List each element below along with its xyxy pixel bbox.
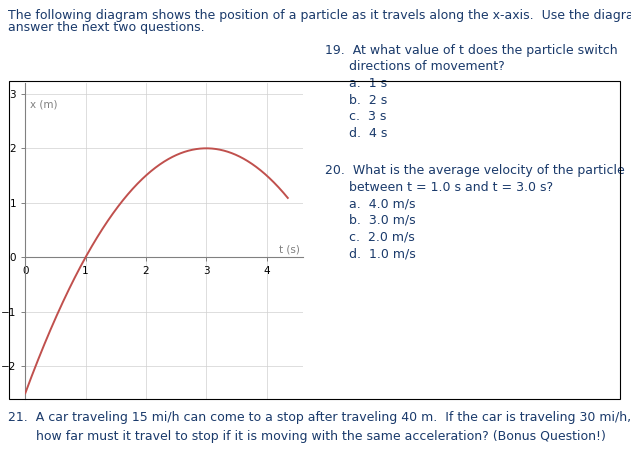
Text: x (m): x (m) <box>30 99 57 109</box>
Text: b.  3.0 m/s: b. 3.0 m/s <box>325 214 416 227</box>
Text: directions of movement?: directions of movement? <box>325 60 505 73</box>
Text: 19.  At what value of t does the particle switch: 19. At what value of t does the particle… <box>325 44 618 57</box>
Text: The following diagram shows the position of a particle as it travels along the x: The following diagram shows the position… <box>8 9 631 22</box>
Text: b.  2 s: b. 2 s <box>325 94 387 106</box>
Text: between t = 1.0 s and t = 3.0 s?: between t = 1.0 s and t = 3.0 s? <box>325 181 553 194</box>
Text: answer the next two questions.: answer the next two questions. <box>8 21 204 34</box>
Text: a.  1 s: a. 1 s <box>325 77 387 90</box>
Text: 21.  A car traveling 15 mi/h can come to a stop after traveling 40 m.  If the ca: 21. A car traveling 15 mi/h can come to … <box>8 411 631 424</box>
Text: a.  4.0 m/s: a. 4.0 m/s <box>325 197 415 210</box>
Text: t (s): t (s) <box>279 244 300 254</box>
Text: how far must it travel to stop if it is moving with the same acceleration? (Bonu: how far must it travel to stop if it is … <box>8 430 606 443</box>
Text: c.  3 s: c. 3 s <box>325 110 386 123</box>
Text: c.  2.0 m/s: c. 2.0 m/s <box>325 230 415 243</box>
Text: 20.  What is the average velocity of the particle: 20. What is the average velocity of the … <box>325 164 625 177</box>
Text: d.  1.0 m/s: d. 1.0 m/s <box>325 247 416 260</box>
Text: d.  4 s: d. 4 s <box>325 127 387 140</box>
